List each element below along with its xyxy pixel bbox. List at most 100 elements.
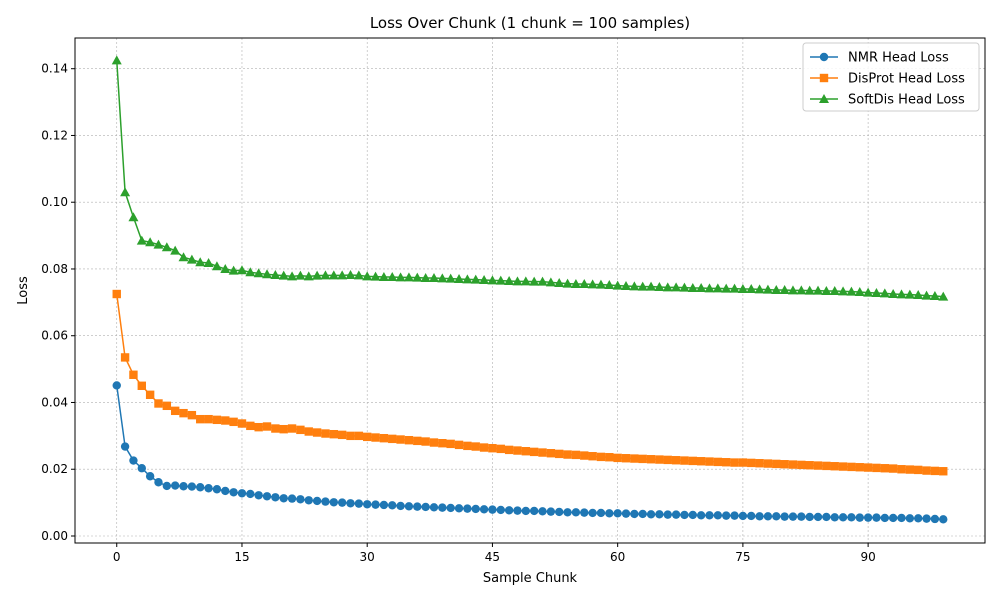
data-point [630,509,639,519]
data-point [229,488,238,497]
data-point [779,284,790,294]
data-point [271,424,280,433]
data-point [363,500,372,509]
series-nmr-head-loss [112,381,948,524]
data-point [747,458,756,468]
legend-entry: NMR Head Loss [810,51,949,66]
data-point [421,437,430,446]
data-point [337,270,348,280]
data-point [179,482,188,491]
y-tick-label: 0.08 [41,262,68,276]
data-point [680,510,689,520]
data-point [612,280,623,290]
data-point [120,442,130,451]
data-point [346,431,355,441]
legend-label: NMR Head Loss [848,51,949,66]
chart-title: Loss Over Chunk (1 chunk = 100 samples) [370,14,690,32]
data-point [797,460,806,470]
data-point [145,237,156,247]
data-point [137,464,146,473]
data-point [504,275,515,285]
y-tick-label: 0.12 [41,128,68,142]
data-point [371,500,380,509]
data-point [320,270,331,280]
data-point [904,289,915,299]
data-point [671,510,681,519]
data-point [580,451,589,460]
data-point [538,507,547,516]
data-point [529,447,539,457]
data-point [145,472,155,481]
data-point [346,499,355,508]
data-point [654,281,665,291]
data-point [613,509,622,518]
data-point [555,449,564,459]
data-point [388,434,397,444]
data-point [587,279,598,289]
data-point [479,443,489,452]
data-point [721,511,731,520]
data-point [847,462,856,472]
x-tick-label: 0 [113,550,121,564]
data-point [270,269,281,279]
data-point [939,515,948,524]
data-point [596,452,606,462]
data-point [196,483,205,492]
data-point [771,284,782,294]
data-point [846,286,857,296]
data-point [404,435,414,445]
data-point [495,275,506,285]
data-point [855,463,864,472]
y-axis-label: Loss [16,276,31,305]
data-point [921,290,932,300]
data-point [914,465,923,475]
data-point [496,444,505,454]
data-point [413,436,422,446]
data-point [721,283,732,293]
legend-label: DisProt Head Loss [848,72,965,87]
data-point [872,513,881,522]
data-point [512,276,523,286]
data-point [236,265,247,275]
data-point [296,495,305,504]
data-point [829,286,840,296]
data-point [938,291,949,301]
data-point [279,424,288,434]
data-point [546,449,556,458]
data-point [136,235,147,245]
data-point [704,283,715,293]
data-point [329,498,339,507]
data-point [605,509,614,518]
data-point [471,504,480,514]
data-point [929,291,940,301]
data-point [888,513,898,523]
data-point [170,245,181,255]
x-axis-label: Sample Chunk [483,571,578,586]
data-point [329,429,339,439]
x-tick-label: 15 [234,550,249,564]
data-point [821,286,832,296]
data-point [905,465,915,474]
data-point [153,239,164,249]
data-point [186,254,197,264]
data-point [404,502,414,511]
data-point [421,502,430,512]
data-point [680,456,689,465]
y-tick-label: 0.02 [41,462,68,476]
data-point [646,510,656,519]
data-point [337,430,347,440]
data-point [445,273,456,283]
data-point [580,508,589,517]
data-point [538,448,547,457]
data-point [713,511,723,520]
data-point [196,414,205,424]
data-point [822,512,831,522]
data-point [847,513,856,522]
legend-entry: SoftDis Head Loss [810,93,965,108]
data-point [413,502,422,511]
data-point [488,505,497,514]
data-point [470,274,481,284]
legend: NMR Head Loss DisProt Head Loss SoftDis He… [802,42,980,112]
data-point [487,275,498,285]
data-point [446,503,455,513]
